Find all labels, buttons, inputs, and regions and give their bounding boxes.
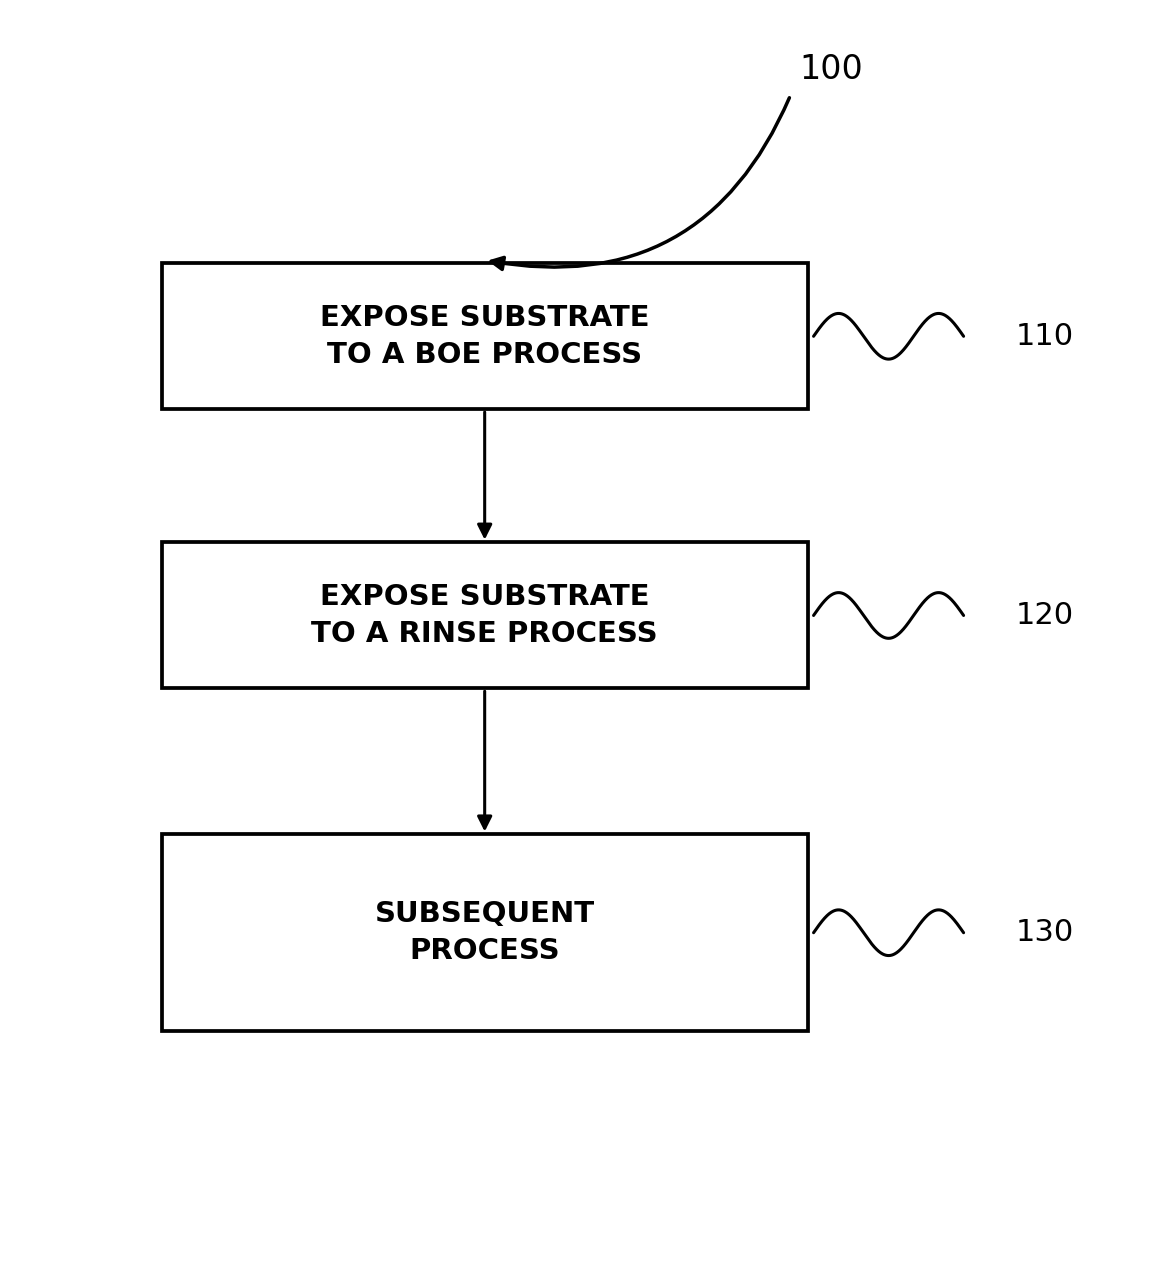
Text: 110: 110: [1016, 322, 1073, 350]
Text: 130: 130: [1016, 919, 1073, 947]
Bar: [162, 264, 808, 409]
FancyArrowPatch shape: [492, 98, 789, 269]
Text: EXPOSE SUBSTRATE
TO A RINSE PROCESS: EXPOSE SUBSTRATE TO A RINSE PROCESS: [312, 582, 658, 648]
Text: 120: 120: [1016, 602, 1073, 629]
Bar: [162, 835, 808, 1030]
Bar: [162, 542, 808, 688]
Text: 100: 100: [799, 53, 863, 86]
Text: SUBSEQUENT
PROCESS: SUBSEQUENT PROCESS: [375, 900, 594, 966]
Text: EXPOSE SUBSTRATE
TO A BOE PROCESS: EXPOSE SUBSTRATE TO A BOE PROCESS: [320, 303, 650, 369]
